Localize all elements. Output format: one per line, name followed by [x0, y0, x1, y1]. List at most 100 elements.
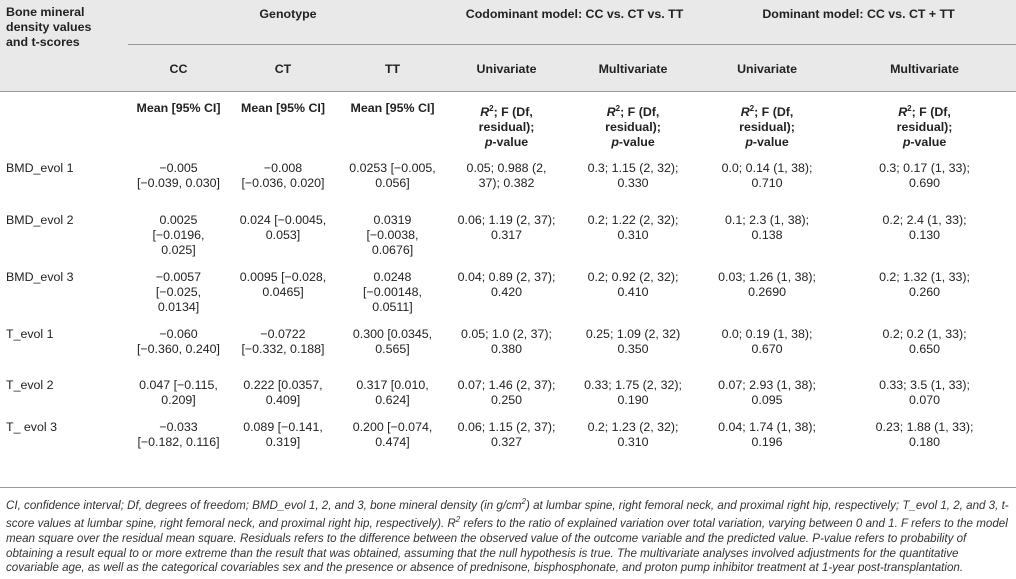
stat-header: R2; F (Df, residual); p-value	[448, 91, 565, 152]
cell-line: 0.310	[617, 228, 649, 243]
ct-cell: 0.222 [0.0357, 0.409]	[229, 369, 337, 411]
cell-line: 0.327	[491, 435, 523, 450]
cell-line: 0.03; 1.26 (1, 38);	[718, 270, 816, 284]
cell-line: 0.024 [−0.0045,	[239, 213, 327, 227]
cc-cell: −0.033 [−0.182, 0.116]	[128, 411, 229, 453]
cell-line: 0.0253 [−0.005,	[349, 161, 436, 175]
cell-line: 0.180	[909, 435, 941, 450]
cell-line: 0.565]	[375, 342, 410, 357]
dm-cell: 0.33; 3.5 (1, 33); 0.070	[833, 369, 1016, 411]
tt-cell: 0.0319 [−0.0038, 0.0676]	[337, 204, 448, 261]
cell-line: 0.3; 0.17 (1, 33);	[879, 161, 970, 175]
tt-cell: 0.200 [−0.074, 0.474]	[337, 411, 448, 453]
cell-line: 0.350	[617, 342, 649, 357]
stat-rest: ; F (Df,	[493, 104, 533, 119]
stat-value: -value	[910, 135, 947, 150]
cc-cell: 0.047 [−0.115, 0.209]	[128, 369, 229, 411]
stat-header: R2; F (Df, residual); p-value	[833, 91, 1016, 152]
stat-line-3: p-value	[565, 135, 701, 150]
cc-cell: −0.060 [−0.360, 0.240]	[128, 318, 229, 369]
stat-line-3: p-value	[701, 135, 833, 150]
genotype-header: Genotype	[128, 0, 449, 45]
cell-line: 0.138	[751, 228, 783, 243]
cell-line: −0.008	[263, 161, 303, 175]
cell-line: [−0.039, 0.030]	[136, 176, 221, 191]
tt-header: TT	[384, 61, 401, 76]
cell-line: 0.33; 1.75 (2, 32);	[584, 378, 682, 392]
du-cell: 0.03; 1.26 (1, 38); 0.2690	[701, 261, 833, 318]
dm-cell: 0.2; 1.32 (1, 33); 0.260	[833, 261, 1016, 318]
du-cell: 0.07; 2.93 (1, 38); 0.095	[701, 369, 833, 411]
cell-line: 37); 0.382	[478, 176, 535, 191]
stat-r: R	[480, 104, 490, 119]
cell-line: 0.690	[909, 176, 941, 191]
cell-line: 0.330	[617, 176, 649, 191]
ct-cell: −0.008 [−0.036, 0.020]	[229, 152, 337, 204]
stat-p: p	[484, 135, 493, 150]
cell-line: [−0.025,	[155, 285, 202, 300]
cell-line: 0.0025	[159, 213, 198, 227]
cm-cell: 0.3; 1.15 (2, 32); 0.330	[565, 152, 701, 204]
table-header: Bone mineral density values and t-scores Ge…	[0, 0, 1016, 91]
du-cell: 0.1; 2.3 (1, 38); 0.138	[701, 204, 833, 261]
codominant-header: Codominant model: CC vs. CT vs. TT	[448, 0, 702, 45]
tt-cell: 0.0248 [−0.00148, 0.0511]	[337, 261, 448, 318]
cell-line: 0.250	[491, 393, 523, 408]
dm-cell: 0.2; 2.4 (1, 33); 0.130	[833, 204, 1016, 261]
cell-line: 0.2; 2.4 (1, 33);	[882, 213, 967, 227]
cell-line: 0.2; 0.2 (1, 33);	[882, 327, 967, 341]
row-label: T_evol 2	[6, 378, 54, 392]
cell-line: 0.05; 1.0 (2, 37);	[461, 327, 552, 341]
stat-line-3: p-value	[448, 135, 565, 150]
stat-line-3: p-value	[833, 135, 1016, 150]
du-cell: 0.04; 1.74 (1, 38); 0.196	[701, 411, 833, 453]
row-label: T_evol 1	[6, 327, 54, 341]
cell-line: 0.0676]	[371, 243, 414, 258]
header-row-1: Bone mineral density values and t-scores Ge…	[0, 0, 1016, 49]
stat-line-1: R2; F (Df,	[833, 101, 1016, 120]
du-cell: 0.0; 0.14 (1, 38); 0.710	[701, 152, 833, 204]
cell-line: 0.025]	[161, 243, 196, 258]
cu-cell: 0.06; 1.19 (2, 37); 0.317	[448, 204, 565, 261]
codominant-multivariate-header: Multivariate	[598, 61, 668, 76]
cell-line: 0.710	[751, 176, 783, 191]
cell-line: 0.209]	[161, 393, 196, 408]
cell-line: 0.190	[617, 393, 649, 408]
table-row: T_ evol 3 −0.033 [−0.182, 0.116] 0.089 [−0.…	[0, 411, 1016, 453]
cell-line: 0.04; 0.89 (2, 37);	[457, 270, 556, 284]
cell-line: 0.0134]	[157, 300, 200, 315]
ct-header: CT	[274, 61, 292, 76]
cu-cell: 0.07; 1.46 (2, 37); 0.250	[448, 369, 565, 411]
cell-line: −0.0722	[260, 327, 306, 341]
stat-header: R2; F (Df, residual); p-value	[701, 91, 833, 152]
cell-line: 0.0319	[373, 213, 412, 227]
cell-line: 0.0465]	[262, 285, 304, 300]
cc-cell: −0.0057 [−0.025, 0.0134]	[128, 261, 229, 318]
cell-line: 0.2; 0.92 (2, 32);	[587, 270, 679, 284]
cell-line: 0.670	[751, 342, 783, 357]
cell-line: 0.0; 0.19 (1, 38);	[721, 327, 813, 341]
cell-line: 0.319]	[265, 435, 301, 450]
cell-line: 0.0248	[373, 270, 412, 284]
cell-line: 0.0; 0.14 (1, 38);	[721, 161, 813, 175]
cell-line: [−0.360, 0.240]	[136, 342, 221, 357]
stat-rest: ; F (Df,	[620, 104, 660, 119]
cell-line: 0.409]	[265, 393, 301, 408]
stat-rest: ; F (Df,	[911, 104, 951, 119]
cell-line: 0.624]	[375, 393, 410, 408]
stat-p: p	[745, 135, 753, 150]
cu-cell: 0.05; 1.0 (2, 37); 0.380	[448, 318, 565, 369]
dm-cell: 0.3; 0.17 (1, 33); 0.690	[833, 152, 1016, 204]
stat-line-1: R2; F (Df,	[565, 101, 701, 120]
cell-line: 0.1; 2.3 (1, 38);	[725, 213, 810, 227]
cell-line: 0.317 [0.010,	[356, 378, 429, 392]
stat-line-1: R2; F (Df,	[448, 101, 565, 120]
stat-line-2: residual);	[739, 119, 795, 134]
tt-cell: 0.317 [0.010, 0.624]	[337, 369, 448, 411]
cell-line: 0.317	[491, 228, 523, 243]
stat-rest: ; F (Df,	[754, 104, 794, 119]
mean-ci-header: Mean [95% CI]	[241, 100, 325, 115]
row-label-header: Bone mineral density values and t-scores	[0, 0, 128, 91]
cell-line: −0.005	[159, 161, 198, 175]
